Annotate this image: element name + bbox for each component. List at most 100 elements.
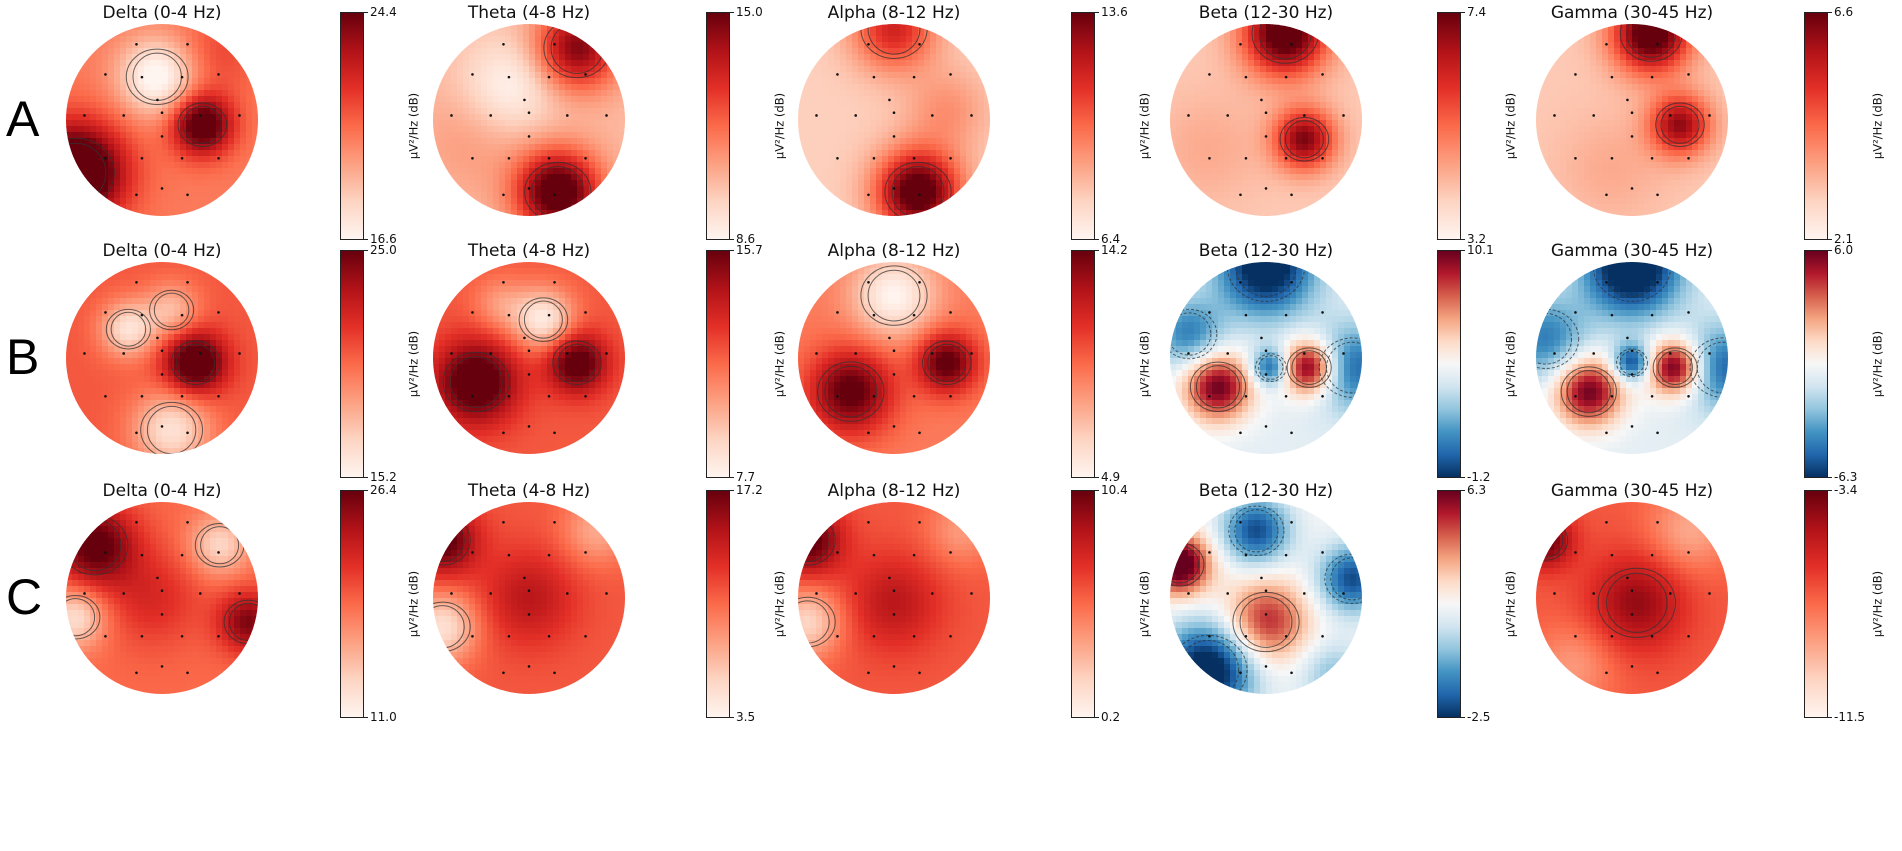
colorbar-unit-label: µV²/Hz (dB) — [1870, 570, 1885, 638]
electrode-marker — [523, 336, 526, 340]
electrode-marker — [1208, 73, 1211, 76]
topomap-a-alpha — [798, 24, 990, 216]
electrode-marker — [1650, 395, 1654, 398]
electrode-marker — [135, 193, 138, 197]
map-title-b-gamma: Gamma (30-45 Hz) — [1550, 241, 1714, 261]
electrode-marker — [160, 665, 164, 668]
electrode-marker — [104, 311, 107, 314]
electrode-marker — [1650, 75, 1654, 79]
colorbar-max-label: 17.2 — [736, 483, 763, 497]
electrode-marker — [527, 613, 531, 616]
electrode-marker — [238, 592, 241, 595]
colorbar-min-label: -6.3 — [1834, 470, 1858, 484]
electrode-marker — [1626, 98, 1629, 102]
electrode-marker — [471, 635, 474, 638]
electrode-marker — [872, 313, 876, 317]
colorbar-max-label: 10.4 — [1101, 483, 1128, 497]
electrode-marker — [1574, 395, 1577, 398]
electrode-marker — [1284, 395, 1288, 398]
electrode-marker — [1264, 613, 1268, 616]
colorbar-max-label: 6.6 — [1834, 5, 1854, 19]
electrode-marker — [122, 114, 125, 117]
topomap-a-delta — [66, 24, 258, 216]
electrode-marker — [1626, 576, 1629, 580]
electrode-marker — [547, 75, 551, 79]
electrode-marker — [1605, 431, 1608, 435]
electrode-marker — [160, 613, 164, 616]
electrode-marker — [1630, 665, 1634, 668]
electrode-marker — [471, 311, 474, 314]
electrode-marker — [918, 193, 921, 197]
electrode-marker — [1610, 313, 1614, 317]
electrode-marker — [527, 373, 531, 376]
electrode-marker — [1687, 395, 1690, 398]
electrode-marker — [566, 114, 569, 117]
colorbar-tickmark — [1461, 477, 1465, 478]
electrode-marker — [1630, 425, 1634, 428]
electrode-marker — [489, 114, 492, 117]
electrode-marker — [507, 75, 511, 79]
electrode-marker — [140, 75, 144, 79]
electrode-marker — [892, 111, 896, 115]
map-title-a-beta: Beta (12-30 Hz) — [1198, 3, 1334, 23]
electrode-marker — [931, 592, 934, 595]
electrode-marker — [1239, 431, 1242, 435]
colorbar-tickmark — [1461, 239, 1465, 240]
electrode-marker — [180, 635, 184, 638]
colorbar-max-label: 15.7 — [736, 243, 763, 257]
colorbar-tickmark — [364, 717, 368, 718]
colorbar-b-alpha — [1071, 250, 1095, 478]
electrode-marker — [912, 395, 916, 398]
electrode-marker — [1226, 114, 1229, 117]
electrode-marker — [1244, 75, 1248, 79]
electrode-marker — [1574, 551, 1577, 554]
colorbar-unit-label: µV²/Hz (dB) — [772, 570, 787, 638]
electrode-marker — [815, 114, 818, 117]
electrode-marker — [1187, 352, 1190, 355]
electrode-marker — [140, 635, 144, 638]
electrode-marker — [912, 313, 916, 317]
colorbar-max-label: 26.4 — [370, 483, 397, 497]
electrode-marker — [872, 157, 876, 160]
electrode-marker — [836, 157, 839, 160]
electrode-marker — [912, 157, 916, 160]
colorbar-b-gamma — [1804, 250, 1828, 478]
electrode-marker — [180, 553, 184, 557]
electrode-marker — [217, 551, 220, 554]
electrode-marker — [836, 311, 839, 314]
electrode-marker — [1605, 43, 1608, 46]
electrode-marker — [1264, 589, 1268, 593]
electrode-marker — [186, 431, 189, 435]
topomap-b-alpha — [798, 262, 990, 454]
electrode-marker — [135, 43, 138, 46]
row-label-b: B — [6, 329, 40, 385]
colorbar-max-label: 24.4 — [370, 5, 397, 19]
colorbar-tickmark — [364, 250, 368, 251]
electrode-marker — [1656, 671, 1659, 675]
electrode-marker — [1208, 635, 1211, 638]
electrode-marker — [199, 592, 202, 595]
colorbar-unit-label: µV²/Hz (dB) — [1503, 570, 1518, 638]
electrode-marker — [471, 157, 474, 160]
electrode-marker — [180, 313, 184, 317]
electrode-marker — [1630, 187, 1634, 190]
colorbar-c-delta — [340, 490, 364, 718]
colorbar-unit-label: µV²/Hz (dB) — [772, 330, 787, 398]
electrode-marker — [931, 114, 934, 117]
electrode-marker — [450, 352, 453, 355]
electrode-marker — [1656, 281, 1659, 284]
electrode-marker — [160, 187, 164, 190]
map-title-b-alpha: Alpha (8-12 Hz) — [827, 241, 961, 261]
electrode-marker — [584, 551, 587, 554]
colorbar-min-label: 3.5 — [736, 710, 756, 724]
electrode-marker — [1626, 336, 1629, 340]
colorbar-min-label: -1.2 — [1467, 470, 1491, 484]
electrode-marker — [584, 395, 587, 398]
electrode-marker — [502, 431, 505, 435]
electrode-marker — [892, 373, 896, 376]
electrode-marker — [217, 395, 220, 398]
electrode-marker — [1630, 613, 1634, 616]
colorbar-a-theta — [706, 12, 730, 240]
electrode-marker — [553, 43, 556, 46]
electrode-marker — [1303, 592, 1306, 595]
